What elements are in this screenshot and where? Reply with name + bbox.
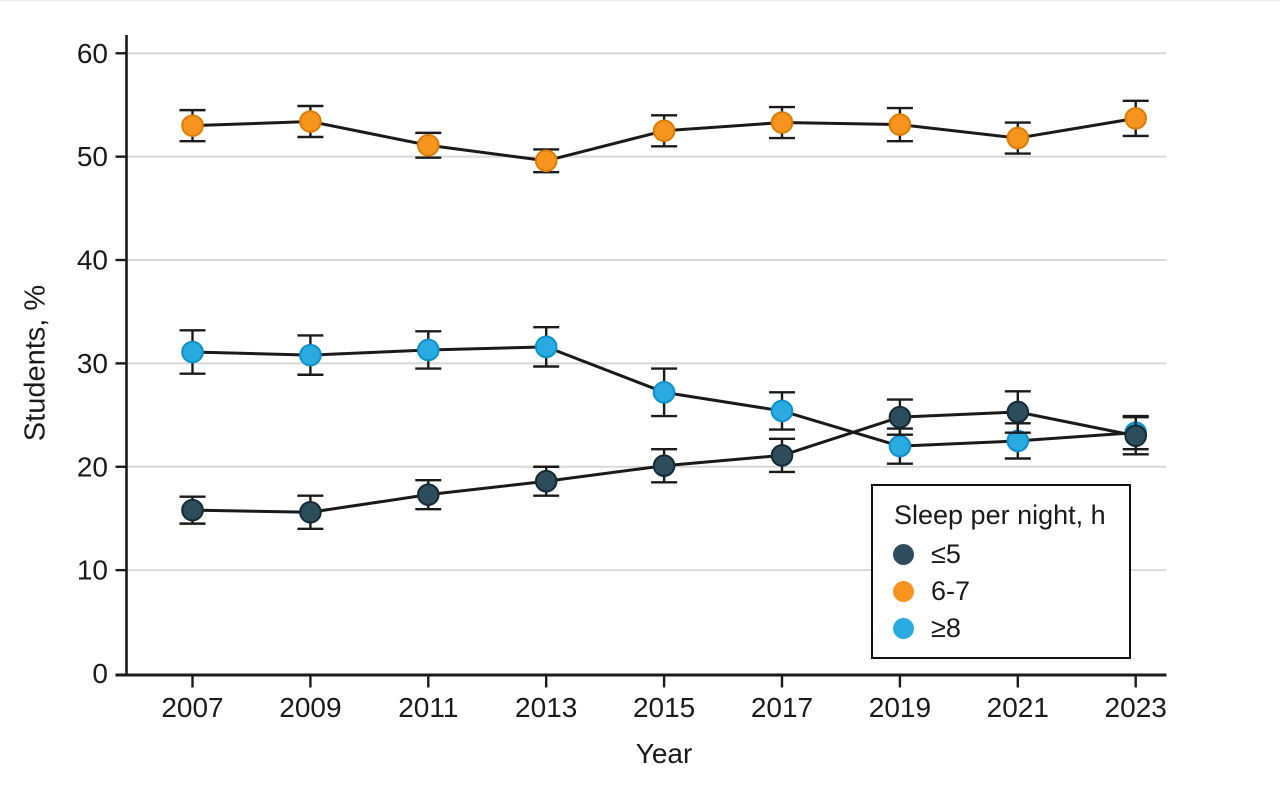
svg-text:0: 0	[92, 658, 108, 689]
legend: Sleep per night, h ≤5 6-7 ≥8	[871, 484, 1131, 659]
y-axis-title: Students, %	[19, 284, 52, 442]
svg-text:40: 40	[77, 245, 108, 276]
svg-text:2021: 2021	[987, 692, 1049, 723]
legend-item-label: ≤5	[931, 539, 961, 569]
svg-text:30: 30	[77, 348, 108, 379]
legend-item: ≤5	[873, 536, 1129, 573]
svg-text:2013: 2013	[515, 692, 577, 723]
svg-text:20: 20	[77, 451, 108, 482]
svg-text:2011: 2011	[398, 692, 458, 723]
svg-text:2017: 2017	[751, 692, 813, 723]
legend-item: 6-7	[873, 573, 1129, 610]
legend-marker-6to7-icon	[893, 581, 914, 602]
legend-marker-ge8-icon	[893, 618, 914, 639]
svg-text:10: 10	[77, 555, 108, 586]
legend-item-label: ≥8	[931, 613, 961, 643]
svg-text:60: 60	[77, 38, 108, 69]
svg-text:2019: 2019	[869, 692, 931, 723]
svg-text:2009: 2009	[279, 692, 341, 723]
svg-text:2007: 2007	[161, 692, 223, 723]
svg-text:2015: 2015	[633, 692, 695, 723]
svg-text:2023: 2023	[1105, 692, 1167, 723]
x-axis-title: Year	[635, 738, 693, 769]
legend-item: ≥8	[873, 610, 1129, 647]
legend-title: Sleep per night, h	[894, 500, 1106, 530]
legend-item-label: 6-7	[931, 576, 971, 606]
svg-text:50: 50	[77, 141, 108, 172]
legend-marker-le5-icon	[893, 544, 914, 565]
